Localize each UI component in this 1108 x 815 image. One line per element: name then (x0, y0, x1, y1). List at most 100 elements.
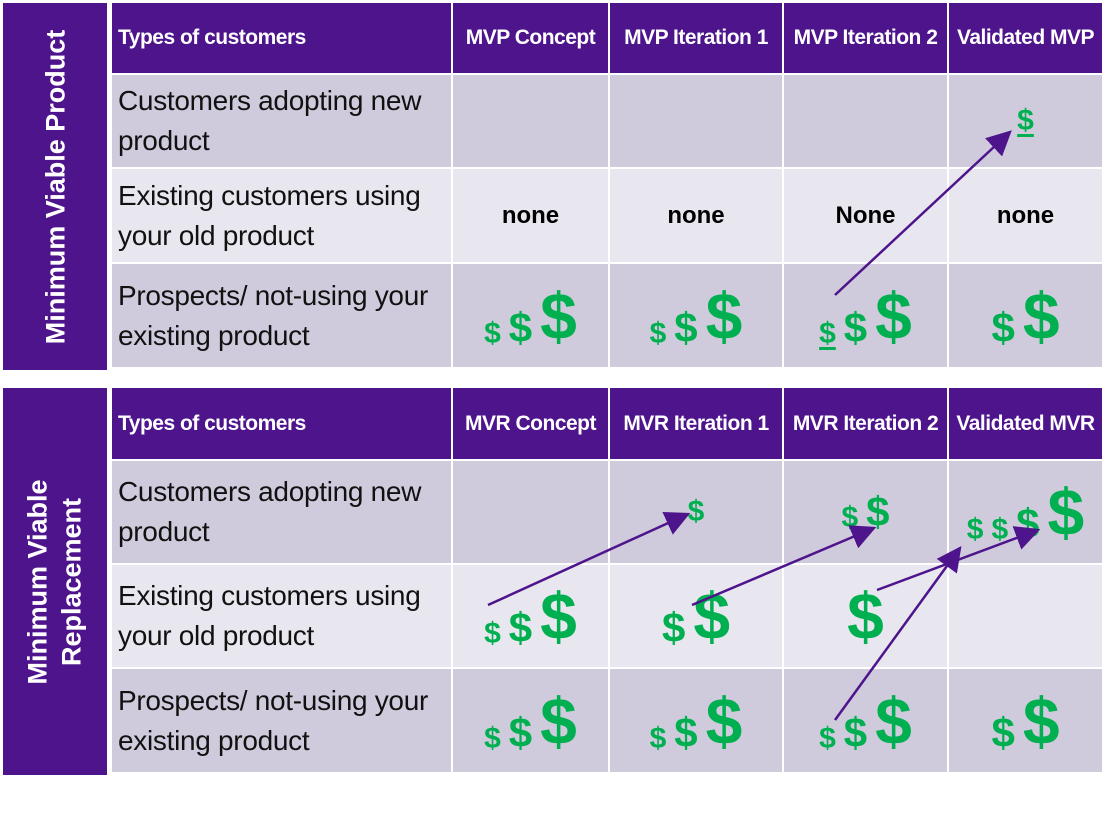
dollar-icon: $ (540, 683, 577, 758)
dollar-icon: $ (1016, 500, 1040, 547)
table-cell (949, 565, 1102, 667)
dollar-group: $ (688, 497, 705, 527)
dollar-icon: $ (674, 708, 698, 756)
column-header: MVR Concept (453, 388, 608, 459)
side-label-mvr: Minimum Viable Replacement (3, 388, 107, 775)
dollar-icon: $ (966, 513, 984, 546)
table-cell: $ $ $ (784, 264, 947, 367)
column-header: Validated MVP (949, 3, 1102, 73)
dollar-group: $ $ $ (484, 583, 577, 649)
table-cell: $ $ $ (610, 264, 782, 367)
dollar-group: $ $ $ $ (967, 479, 1084, 545)
column-header: Validated MVR (949, 388, 1102, 459)
table-cell: $ $ (949, 669, 1102, 772)
dollar-group: $ $ $ (650, 283, 743, 349)
dollar-group: $ $ $ (819, 688, 912, 754)
table-cell: none (610, 169, 782, 262)
dollar-icon: $ (687, 495, 705, 528)
table-cell: $ $ $ (610, 669, 782, 772)
table-cell: $ (784, 565, 947, 667)
dollar-icon: $ (484, 721, 501, 755)
column-header: MVP Iteration 2 (784, 3, 947, 73)
dollar-icon: $ (674, 303, 698, 351)
column-header: MVP Concept (453, 3, 608, 73)
dollar-group: $ $ $ (819, 283, 912, 349)
dollar-icon: $ (991, 513, 1009, 546)
mvp-table: Types of customers MVP Concept MVP Iterati… (112, 3, 1102, 367)
side-label-line: Minimum Viable (23, 478, 54, 685)
dollar-icon: $ (1022, 683, 1060, 758)
dollar-icon: $ (843, 303, 868, 351)
dollar-icon: $ (508, 303, 533, 351)
table-cell: $ $ (784, 461, 947, 563)
row-label: Prospects/ not-using your existing produ… (112, 264, 451, 367)
side-label-text: Minimum Viable Product (38, 29, 72, 344)
table-cell: $ (949, 75, 1102, 167)
table-cell: $ $ (610, 565, 782, 667)
side-label-line: Replacement (57, 497, 88, 666)
row-label: Existing customers using your old produc… (112, 565, 451, 667)
dollar-group: $ $ (991, 688, 1059, 754)
dollar-icon: $ (847, 579, 884, 653)
side-label-mvp: Minimum Viable Product (3, 3, 107, 370)
row-label: Customers adopting new product (112, 461, 451, 563)
table-cell: $ $ $ (784, 669, 947, 772)
dollar-icon: $ (875, 278, 912, 353)
column-header: Types of customers (112, 388, 451, 459)
table-cell (453, 75, 608, 167)
dollar-icon: $ (693, 579, 731, 653)
dollar-group: $ (1017, 106, 1034, 136)
dollar-icon: $ (705, 683, 743, 758)
table-cell: $ (610, 461, 782, 563)
side-label-text: Minimum Viable Replacement (21, 479, 89, 684)
table-cell: $ $ $ $ (949, 461, 1102, 563)
row-label: Customers adopting new product (112, 75, 451, 167)
column-header: MVR Iteration 1 (610, 388, 782, 459)
dollar-icon: $ (649, 721, 667, 755)
table-cell: none (453, 169, 608, 262)
dollar-icon: $ (540, 278, 577, 353)
dollar-icon: $ (1022, 278, 1060, 353)
row-label: Prospects/ not-using your existing produ… (112, 669, 451, 772)
dollar-group: $ $ $ (484, 283, 577, 349)
dollar-group: $ $ (991, 283, 1059, 349)
table-cell: none (949, 169, 1102, 262)
column-header: MVR Iteration 2 (784, 388, 947, 459)
dollar-icon: $ (866, 488, 890, 535)
dollar-icon: $ (843, 708, 868, 756)
table-cell: $ $ $ (453, 669, 608, 772)
table-cell: $ $ $ (453, 264, 608, 367)
column-header: MVP Iteration 1 (610, 3, 782, 73)
dollar-icon: $ (705, 278, 743, 353)
dollar-icon: $ (1047, 475, 1085, 549)
table-cell: None (784, 169, 947, 262)
dollar-icon: $ (540, 579, 577, 653)
column-header: Types of customers (112, 3, 451, 73)
dollar-icon: $ (991, 708, 1015, 756)
dollar-icon: $ (991, 303, 1015, 351)
dollar-icon: $ (508, 604, 533, 651)
side-label-line: Minimum Viable Product (40, 29, 70, 344)
dollar-icon: $ (484, 316, 501, 350)
dollar-icon: $ (661, 604, 686, 651)
dollar-icon: $ (508, 708, 533, 756)
table-cell (610, 75, 782, 167)
dollar-group: $ $ $ (650, 688, 743, 754)
table-cell (453, 461, 608, 563)
dollar-icon: $ (649, 316, 667, 350)
dollar-group: $ $ (662, 583, 730, 649)
dollar-icon: $ (819, 721, 836, 755)
dollar-icon: $ (875, 683, 912, 758)
dollar-icon: $ (484, 617, 501, 650)
dollar-icon: $ (819, 316, 836, 350)
dollar-group: $ $ (841, 491, 889, 533)
table-cell (784, 75, 947, 167)
dollar-icon: $ (841, 501, 859, 534)
table-cell: $ $ (949, 264, 1102, 367)
dollar-icon: $ (1017, 104, 1034, 137)
dollar-group: $ (847, 583, 884, 649)
table-cell: $ $ $ (453, 565, 608, 667)
mvr-table: Types of customers MVR Concept MVR Iterati… (112, 388, 1102, 772)
row-label: Existing customers using your old produc… (112, 169, 451, 262)
dollar-group: $ $ $ (484, 688, 577, 754)
